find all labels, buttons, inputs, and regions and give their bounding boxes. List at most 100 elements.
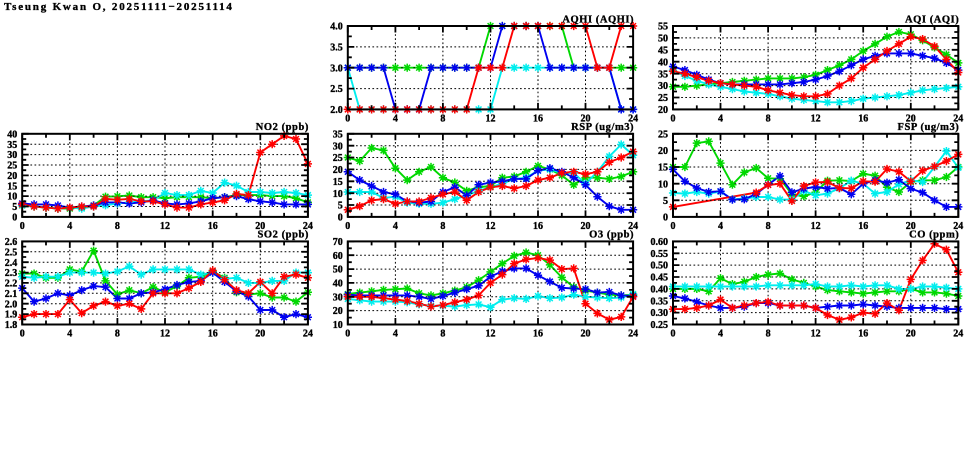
svg-text:20: 20 <box>7 171 17 182</box>
svg-text:3.5: 3.5 <box>330 43 343 54</box>
svg-text:CO (ppm): CO (ppm) <box>909 230 959 241</box>
svg-text:4: 4 <box>718 221 723 232</box>
svg-text:35: 35 <box>658 69 668 80</box>
svg-text:SO2 (ppb): SO2 (ppb) <box>258 230 309 241</box>
svg-text:30: 30 <box>333 292 343 303</box>
svg-text:2.5: 2.5 <box>330 84 343 95</box>
svg-text:0.35: 0.35 <box>651 296 669 307</box>
svg-text:0.55: 0.55 <box>651 249 669 260</box>
svg-text:4: 4 <box>718 113 723 124</box>
svg-text:12: 12 <box>486 221 496 232</box>
svg-text:24: 24 <box>628 113 638 124</box>
svg-text:8: 8 <box>766 329 771 340</box>
svg-text:40: 40 <box>333 279 343 290</box>
svg-text:0: 0 <box>345 221 350 232</box>
svg-text:20: 20 <box>906 113 916 124</box>
svg-text:0: 0 <box>338 213 343 224</box>
svg-text:12: 12 <box>811 329 821 340</box>
svg-text:15: 15 <box>333 177 343 188</box>
svg-text:5: 5 <box>12 202 17 213</box>
svg-text:24: 24 <box>628 221 638 232</box>
svg-text:1.8: 1.8 <box>5 320 18 331</box>
svg-text:AQHI (AQHI): AQHI (AQHI) <box>562 14 634 25</box>
svg-text:20: 20 <box>658 105 668 116</box>
svg-text:2.5: 2.5 <box>5 247 18 258</box>
svg-text:8: 8 <box>440 221 445 232</box>
svg-text:2.4: 2.4 <box>5 258 18 269</box>
svg-text:24: 24 <box>628 329 638 340</box>
svg-text:8: 8 <box>766 221 771 232</box>
svg-text:10: 10 <box>333 320 343 331</box>
svg-text:4: 4 <box>393 113 398 124</box>
svg-text:0: 0 <box>663 213 668 224</box>
svg-text:0: 0 <box>671 113 676 124</box>
svg-text:10: 10 <box>7 192 17 203</box>
svg-text:55: 55 <box>658 22 668 33</box>
svg-text:8: 8 <box>440 113 445 124</box>
svg-text:0: 0 <box>20 329 25 340</box>
svg-text:8: 8 <box>115 221 120 232</box>
svg-text:0.40: 0.40 <box>651 285 669 296</box>
svg-text:Tseung Kwan O, 20251111−202511: Tseung Kwan O, 20251111−20251114 <box>4 1 234 13</box>
svg-text:16: 16 <box>533 221 543 232</box>
svg-text:20: 20 <box>906 329 916 340</box>
svg-text:50: 50 <box>658 34 668 45</box>
svg-text:2.6: 2.6 <box>5 237 18 248</box>
svg-text:16: 16 <box>858 221 868 232</box>
svg-text:30: 30 <box>7 150 17 161</box>
svg-text:50: 50 <box>333 265 343 276</box>
svg-text:0: 0 <box>20 221 25 232</box>
svg-text:4: 4 <box>67 221 72 232</box>
svg-text:15: 15 <box>7 181 17 192</box>
svg-text:25: 25 <box>333 153 343 164</box>
svg-text:0.50: 0.50 <box>651 261 669 272</box>
svg-text:O3 (ppb): O3 (ppb) <box>589 230 634 241</box>
svg-text:25: 25 <box>658 93 668 104</box>
svg-text:24: 24 <box>303 221 313 232</box>
svg-text:0.45: 0.45 <box>651 273 669 284</box>
svg-text:20: 20 <box>581 113 591 124</box>
svg-text:10: 10 <box>333 189 343 200</box>
svg-text:5: 5 <box>338 201 343 212</box>
svg-text:2.2: 2.2 <box>5 279 18 290</box>
svg-text:40: 40 <box>658 57 668 68</box>
svg-text:15: 15 <box>658 163 668 174</box>
svg-text:20: 20 <box>581 329 591 340</box>
svg-text:20: 20 <box>906 221 916 232</box>
svg-text:12: 12 <box>811 113 821 124</box>
svg-text:NO2 (ppb): NO2 (ppb) <box>256 122 309 133</box>
svg-text:24: 24 <box>953 329 963 340</box>
svg-text:24: 24 <box>953 113 963 124</box>
svg-text:20: 20 <box>333 165 343 176</box>
svg-text:30: 30 <box>333 141 343 152</box>
svg-text:35: 35 <box>7 140 17 151</box>
svg-text:2.0: 2.0 <box>5 299 18 310</box>
svg-text:20: 20 <box>658 146 668 157</box>
svg-text:1.9: 1.9 <box>5 310 18 321</box>
svg-text:FSP (ug/m3): FSP (ug/m3) <box>898 122 960 133</box>
svg-text:0: 0 <box>345 113 350 124</box>
svg-text:16: 16 <box>858 329 868 340</box>
svg-text:45: 45 <box>658 45 668 56</box>
svg-text:12: 12 <box>811 221 821 232</box>
svg-text:16: 16 <box>533 329 543 340</box>
svg-text:24: 24 <box>303 329 313 340</box>
svg-text:2.1: 2.1 <box>5 289 18 300</box>
svg-text:0.60: 0.60 <box>651 237 669 248</box>
svg-text:10: 10 <box>658 179 668 190</box>
svg-text:30: 30 <box>658 81 668 92</box>
svg-text:0.30: 0.30 <box>651 308 669 319</box>
svg-text:60: 60 <box>333 251 343 262</box>
svg-text:24: 24 <box>953 221 963 232</box>
svg-text:0: 0 <box>12 213 17 224</box>
svg-text:5: 5 <box>663 196 668 207</box>
svg-text:RSP (ug/m3): RSP (ug/m3) <box>571 122 634 133</box>
svg-text:12: 12 <box>160 329 170 340</box>
svg-text:2.0: 2.0 <box>330 105 343 116</box>
svg-text:25: 25 <box>7 161 17 172</box>
svg-text:20: 20 <box>255 221 265 232</box>
svg-text:8: 8 <box>766 113 771 124</box>
svg-text:4: 4 <box>393 329 398 340</box>
svg-text:AQI (AQI): AQI (AQI) <box>905 14 959 25</box>
svg-text:4: 4 <box>718 329 723 340</box>
